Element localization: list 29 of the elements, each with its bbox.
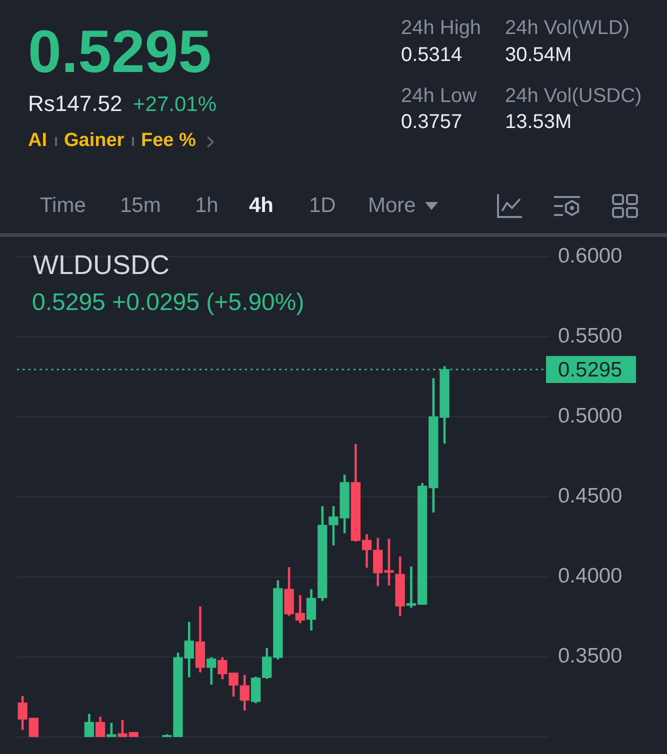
text: 1D (309, 194, 336, 217)
text: Time (40, 194, 86, 217)
text: 0.5295 (28, 18, 212, 85)
text: Fee % (141, 130, 196, 151)
text: WLDUSDC (33, 250, 170, 280)
text: 0.5314 (401, 44, 462, 66)
y-tick-label: 0.5000 (558, 404, 622, 428)
text: 0.5295 +0.0295 (+5.90%) (32, 289, 304, 316)
text: 15m (120, 194, 161, 217)
text: 4h (249, 194, 274, 217)
text: AI (28, 130, 47, 151)
text: More (368, 194, 416, 217)
y-tick-label: 0.3500 (558, 644, 622, 668)
text: +27.01% (133, 93, 216, 116)
y-tick-label: 0.6000 (558, 244, 622, 268)
y-tick-label: 0.4500 (558, 484, 622, 508)
text: Rs147.52 (28, 91, 122, 116)
y-tick-label: 0.5500 (558, 324, 622, 348)
text: 0.3757 (401, 111, 462, 133)
text: 13.53M (505, 111, 572, 133)
text: 24h Vol(USDC) (505, 85, 642, 107)
text: 24h Low (401, 85, 477, 107)
text: 30.54M (505, 44, 572, 66)
y-tick-label: 0.4000 (558, 564, 622, 588)
text: 24h High (401, 17, 482, 39)
text: 1h (195, 194, 218, 217)
text: 24h Vol(WLD) (505, 17, 630, 39)
ref-line-label: 0.5295 (558, 358, 622, 382)
text: Gainer (64, 130, 124, 151)
